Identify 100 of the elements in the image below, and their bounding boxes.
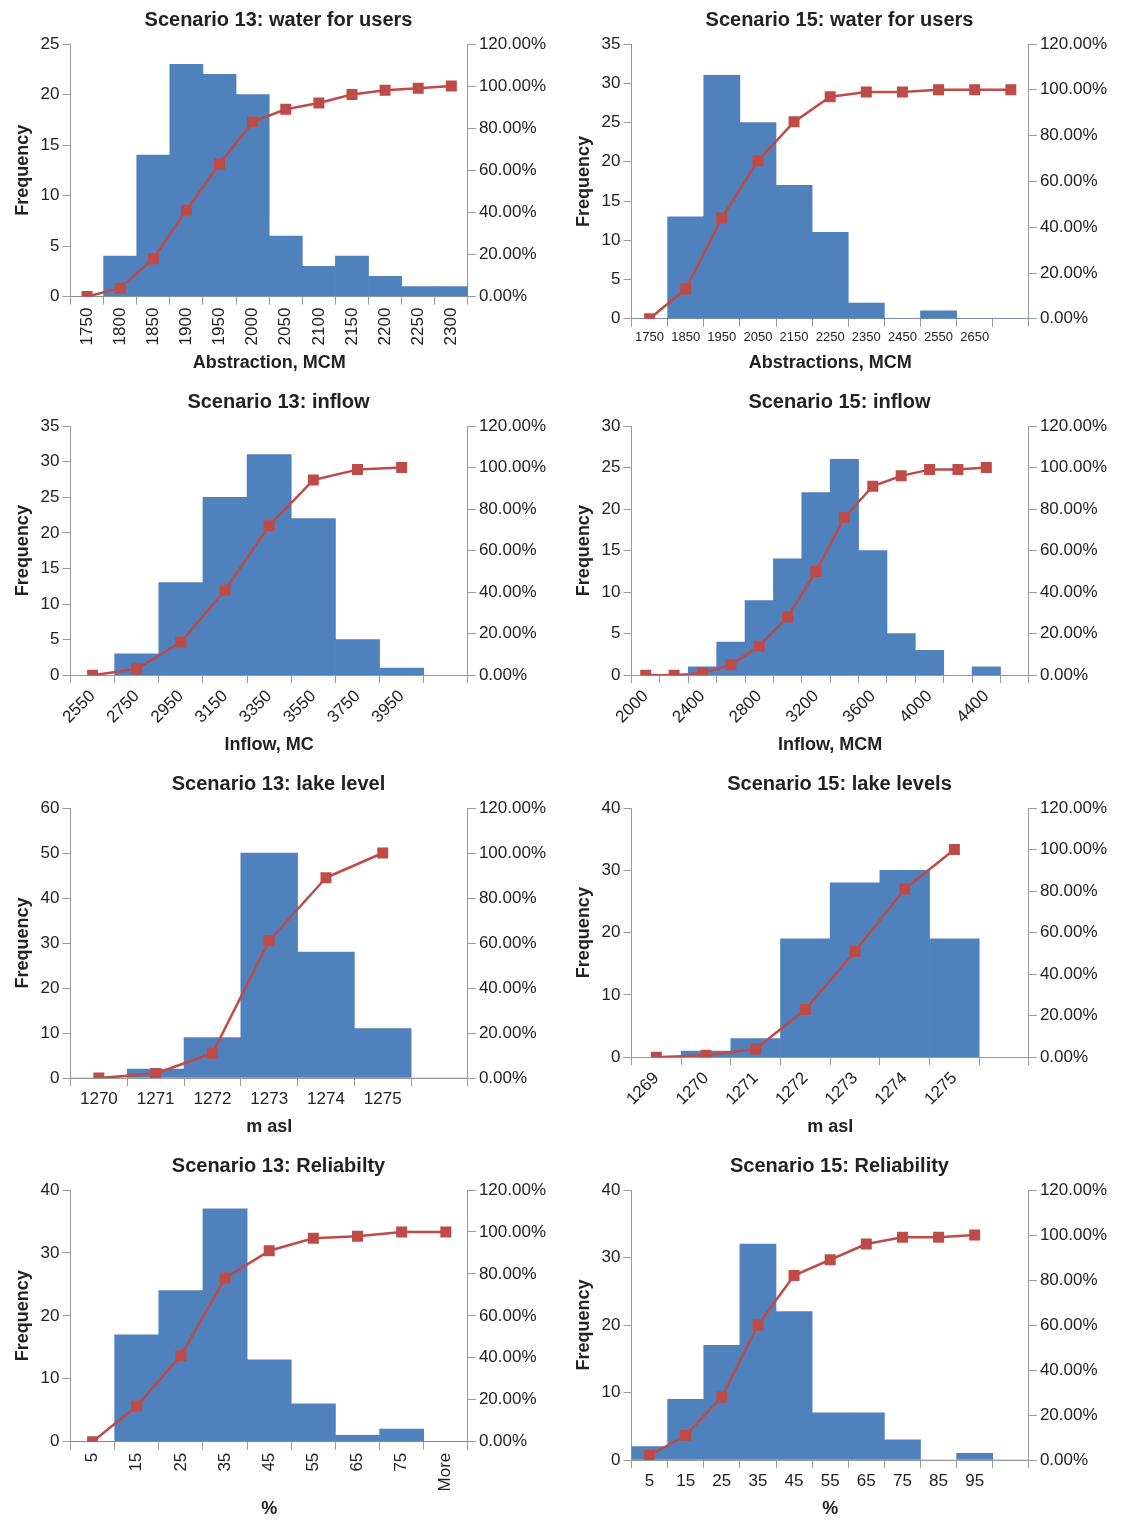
- y-tick-label: 10: [601, 581, 621, 601]
- y-tick-label: 0: [611, 1046, 621, 1066]
- y-tick-label: 30: [40, 1242, 60, 1262]
- x-tick-label: 2150: [779, 329, 809, 345]
- point: [131, 1400, 143, 1412]
- point: [352, 464, 363, 476]
- point: [952, 464, 964, 476]
- chart-title: Scenario 15: inflow: [748, 389, 932, 412]
- x-tick-label: 1273: [250, 1088, 289, 1108]
- y-tick-label: 20: [40, 84, 60, 104]
- x-tick-label: 2250: [407, 307, 427, 346]
- y-tick-label: 10: [601, 984, 621, 1004]
- y-tick-label: 30: [40, 932, 60, 952]
- point: [725, 659, 737, 671]
- point: [440, 1226, 452, 1238]
- y-tick-label: 0: [50, 1431, 60, 1451]
- point: [214, 158, 226, 170]
- x-tick-label: 1274: [307, 1088, 345, 1108]
- x-tick-label: 2250: [815, 329, 845, 345]
- y2-tick-label: 100.00%: [478, 457, 547, 477]
- y2-tick-label: 80.00%: [1039, 1269, 1098, 1289]
- y2-tick-label: 100.00%: [478, 75, 547, 95]
- y2-tick-label: 120.00%: [478, 415, 547, 435]
- y2-tick-label: 80.00%: [478, 498, 537, 518]
- x-tick-label: 5: [82, 1452, 102, 1463]
- x-tick-label: 2550: [924, 329, 954, 345]
- point: [896, 1231, 908, 1243]
- point: [696, 667, 708, 676]
- point: [219, 584, 231, 596]
- x-tick-label: 75: [892, 1470, 912, 1490]
- point: [782, 611, 794, 623]
- x-tick-label: 1271: [136, 1088, 175, 1108]
- point: [896, 86, 908, 98]
- x-axis-title: Abstraction, MCM: [192, 352, 346, 373]
- point: [980, 462, 992, 474]
- point: [263, 935, 275, 947]
- point: [788, 1270, 800, 1281]
- y2-tick-label: 120.00%: [1039, 797, 1108, 817]
- y2-tick-label: 60.00%: [478, 540, 537, 560]
- point: [752, 1319, 764, 1331]
- y2-tick-label: 0.00%: [478, 1067, 528, 1087]
- y2-tick-label: 0.00%: [1039, 1046, 1089, 1066]
- y-tick-label: 20: [601, 922, 621, 942]
- y2-tick-label: 0.00%: [478, 286, 528, 306]
- y-tick-label: 20: [40, 522, 60, 542]
- x-tick-label: 95: [965, 1470, 985, 1490]
- point: [180, 204, 192, 216]
- y2-tick-label: 60.00%: [478, 932, 537, 952]
- y2-tick-label: 20.00%: [1039, 623, 1098, 643]
- y2-tick-label: 20.00%: [1039, 1005, 1098, 1025]
- chart-title: Scenario 13: water for users: [144, 7, 413, 30]
- y-tick-label: 20: [40, 977, 60, 997]
- y-tick-label: 10: [40, 1022, 60, 1042]
- y-tick-label: 10: [601, 229, 621, 249]
- y2-tick-label: 120.00%: [1039, 415, 1108, 435]
- x-tick-label: 85: [929, 1470, 949, 1490]
- point: [396, 462, 408, 474]
- point: [680, 283, 692, 295]
- x-tick-label: 2450: [887, 329, 917, 345]
- x-axis-title: Inflow, MCM: [778, 734, 883, 755]
- y-axis-title: Frequency: [11, 897, 32, 989]
- y-tick-label: 15: [40, 134, 60, 154]
- x-tick-label: 2000: [242, 307, 262, 346]
- y2-tick-label: 60.00%: [1039, 540, 1098, 560]
- y-tick-label: 15: [601, 540, 621, 560]
- y2-tick-label: 20.00%: [478, 1022, 537, 1042]
- x-tick-label: 1900: [176, 307, 196, 346]
- point: [379, 84, 391, 96]
- y-tick-label: 0: [611, 664, 621, 684]
- y2-tick-label: 0.00%: [1039, 1449, 1089, 1469]
- y2-tick-label: 40.00%: [1039, 1359, 1098, 1379]
- y-tick-label: 0: [50, 1067, 60, 1087]
- y-tick-label: 20: [601, 151, 621, 171]
- point: [700, 1049, 712, 1058]
- y2-tick-label: 20.00%: [478, 1389, 537, 1409]
- y-tick-label: 50: [40, 842, 60, 862]
- point: [969, 84, 981, 96]
- chart-title: Scenario 15: water for users: [705, 7, 974, 30]
- y2-tick-label: 40.00%: [478, 581, 537, 601]
- y2-tick-label: 0.00%: [1039, 664, 1089, 684]
- y2-tick-label: 120.00%: [478, 33, 547, 53]
- y-tick-label: 30: [601, 860, 621, 879]
- y2-tick-label: 120.00%: [1039, 1179, 1108, 1199]
- y-tick-label: 25: [601, 457, 621, 477]
- point: [860, 1238, 872, 1250]
- y-tick-label: 15: [601, 190, 621, 210]
- y2-tick-label: 120.00%: [478, 797, 547, 817]
- point: [280, 103, 292, 115]
- x-tick-label: 1272: [193, 1088, 232, 1108]
- y-tick-label: 10: [40, 185, 60, 205]
- point: [150, 1068, 162, 1078]
- x-tick-label: 2300: [441, 307, 461, 346]
- y-tick-label: 0: [611, 1449, 621, 1469]
- x-tick-label: 55: [820, 1470, 840, 1490]
- point: [716, 1391, 728, 1403]
- y-tick-label: 30: [601, 415, 621, 435]
- chart-title: Scenario 15: lake levels: [727, 771, 952, 794]
- y2-tick-label: 0.00%: [478, 664, 528, 684]
- y2-tick-label: 40.00%: [1039, 216, 1098, 236]
- bar: [956, 1452, 994, 1460]
